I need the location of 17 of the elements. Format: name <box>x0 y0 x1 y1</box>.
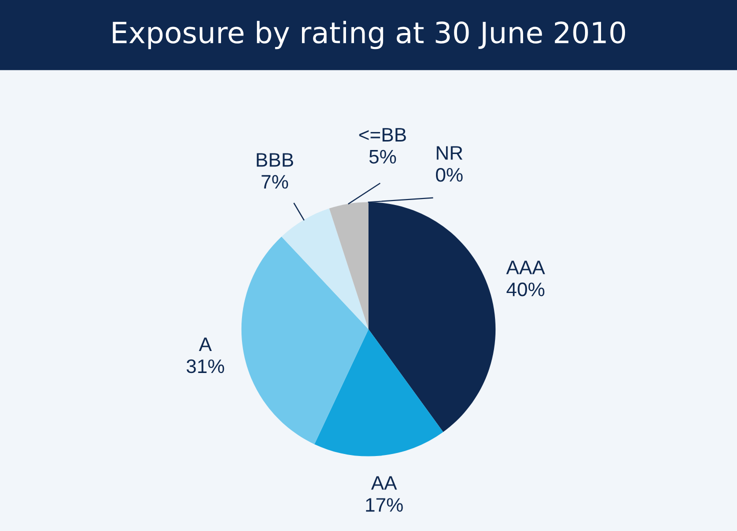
data-label: 7% <box>262 175 288 189</box>
data-label: 40% <box>506 282 544 296</box>
data-label: 17% <box>366 498 403 512</box>
data-label: 31% <box>186 359 224 374</box>
chart-title: Exposure by rating at 30 June 2010 <box>112 20 626 50</box>
slice-label: BBB <box>256 153 294 167</box>
slice-label: AA <box>371 476 397 490</box>
slice-label: AAA <box>506 260 546 274</box>
pie-slice <box>241 236 368 444</box>
text: 0% <box>436 168 463 182</box>
category-label: NR <box>436 146 462 160</box>
slice-label: A <box>198 338 212 352</box>
data-label: 5% <box>369 150 396 164</box>
pie-slice <box>329 202 368 330</box>
slice-label: <=BB <box>359 128 406 142</box>
pie-slice <box>282 208 368 330</box>
pie-slice <box>314 329 444 456</box>
